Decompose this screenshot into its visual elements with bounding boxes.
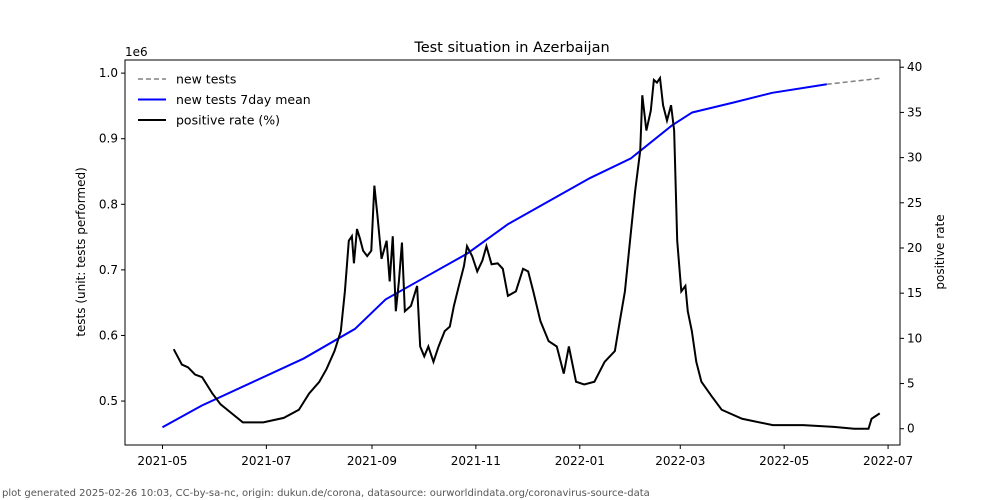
y-left-tick-label: 0.6: [99, 328, 118, 342]
footer-credit: plot generated 2025-02-26 10:03, CC-by-s…: [2, 488, 650, 499]
y-right-tick-label: 20: [907, 241, 922, 255]
y-left-tick-label: 0.7: [99, 263, 118, 277]
y-right-tick-label: 10: [907, 331, 922, 345]
legend-label: new tests: [176, 72, 236, 87]
legend-label: positive rate (%): [176, 113, 280, 128]
x-tick-label: 2022-01: [555, 454, 605, 468]
legend: new tests new tests 7day mean positive rat…: [138, 72, 311, 128]
left-axis-offset-label: 1e6: [125, 45, 148, 59]
x-tick-label: 2021-07: [241, 454, 291, 468]
x-tick-label: 2022-05: [759, 454, 809, 468]
chart-title: Test situation in Azerbaijan: [413, 40, 609, 56]
x-tick-label: 2022-03: [655, 454, 705, 468]
x-tick-label: 2021-09: [347, 454, 397, 468]
x-tick-label: 2021-11: [451, 454, 501, 468]
y-left-tick-label: 1.0: [99, 66, 118, 80]
y-right-tick-label: 40: [907, 60, 922, 74]
series-line-2: [172, 75, 881, 430]
x-tick-label: 2021-05: [137, 454, 187, 468]
right-axis-label: positive rate: [933, 214, 947, 289]
series-line-1: [161, 83, 827, 429]
y-right-tick-label: 15: [907, 286, 922, 300]
x-tick-label: 2022-07: [863, 454, 913, 468]
y-left-tick-label: 0.8: [99, 197, 118, 211]
y-right-tick-label: 35: [907, 105, 922, 119]
y-left-tick-label: 0.9: [99, 132, 118, 146]
y-right-tick-label: 0: [907, 422, 915, 436]
legend-label: new tests 7day mean: [176, 92, 311, 107]
left-axis-label: tests (unit: tests performed): [74, 167, 88, 337]
plot-frame: [124, 59, 901, 446]
series-line-0: [826, 77, 880, 86]
y-left-tick-label: 0.5: [99, 394, 118, 408]
y-right-tick-label: 25: [907, 196, 922, 210]
y-right-tick-label: 5: [907, 377, 915, 391]
y-right-tick-label: 30: [907, 151, 922, 165]
